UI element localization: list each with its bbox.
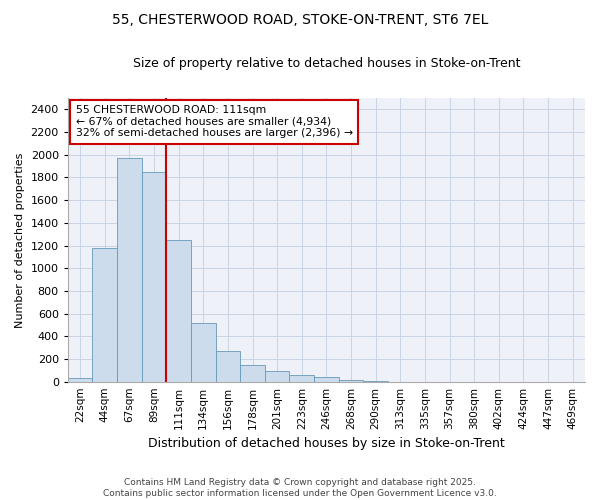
Bar <box>92 248 117 382</box>
Bar <box>215 351 240 382</box>
Bar <box>191 322 215 382</box>
Text: Contains HM Land Registry data © Crown copyright and database right 2025.
Contai: Contains HM Land Registry data © Crown c… <box>103 478 497 498</box>
Bar <box>68 378 92 382</box>
Text: 55, CHESTERWOOD ROAD, STOKE-ON-TRENT, ST6 7EL: 55, CHESTERWOOD ROAD, STOKE-ON-TRENT, ST… <box>112 12 488 26</box>
Bar <box>166 240 191 382</box>
Bar <box>142 172 166 382</box>
Bar <box>240 364 265 382</box>
Y-axis label: Number of detached properties: Number of detached properties <box>15 152 25 328</box>
Bar <box>289 376 314 382</box>
Bar <box>339 380 364 382</box>
Bar <box>117 158 142 382</box>
Bar <box>364 381 388 382</box>
Bar <box>265 372 289 382</box>
X-axis label: Distribution of detached houses by size in Stoke-on-Trent: Distribution of detached houses by size … <box>148 437 505 450</box>
Title: Size of property relative to detached houses in Stoke-on-Trent: Size of property relative to detached ho… <box>133 58 520 70</box>
Bar <box>314 377 339 382</box>
Text: 55 CHESTERWOOD ROAD: 111sqm
← 67% of detached houses are smaller (4,934)
32% of : 55 CHESTERWOOD ROAD: 111sqm ← 67% of det… <box>76 105 353 138</box>
